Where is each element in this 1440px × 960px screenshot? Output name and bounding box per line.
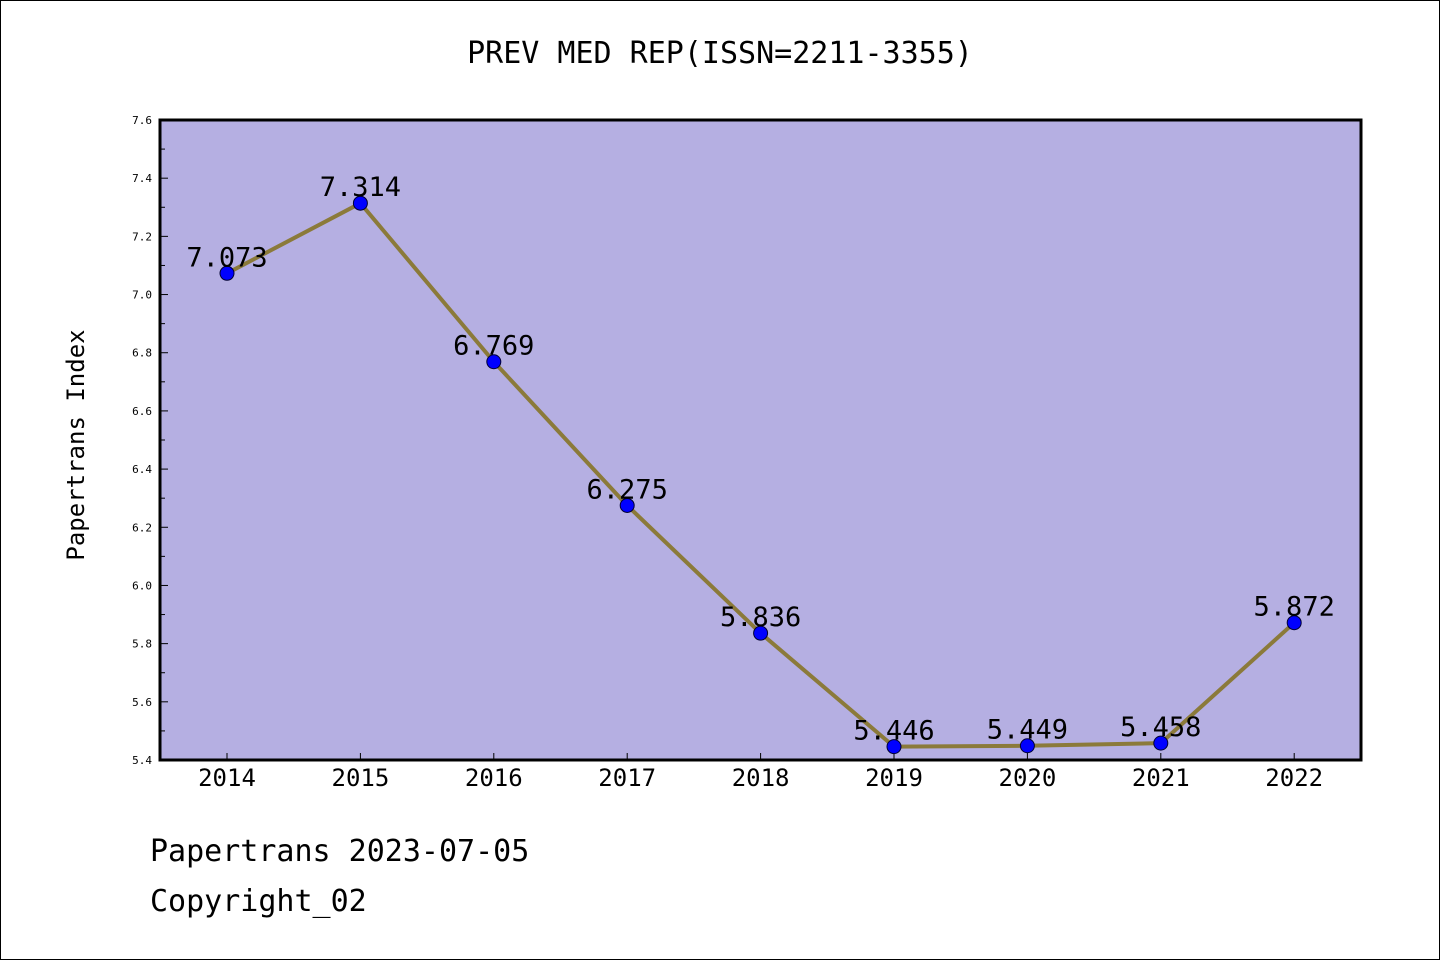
x-axis: 2014 2015 2016 2017 2018 2019 2020 2021 2022 [198, 753, 1323, 792]
x-tick-label: 2016 [465, 764, 523, 792]
plot-area [158, 118, 1363, 762]
footer-date: Papertrans 2023-07-05 [150, 834, 530, 869]
x-tick-label: 2015 [332, 764, 390, 792]
data-label: 5.836 [720, 602, 801, 633]
y-tick-label: 5.8 [132, 638, 152, 651]
x-tick-label: 2017 [598, 764, 656, 792]
y-axis-label: Papertrans Index [62, 329, 90, 560]
y-axis: 5.4 5.6 5.8 6.0 6.2 6.4 6.6 6.8 7.0 7.2 7.4 7.6 [132, 114, 168, 767]
data-label: 5.446 [853, 716, 934, 747]
data-label: 5.872 [1254, 592, 1335, 623]
x-tick-label: 2022 [1265, 764, 1323, 792]
data-point [219, 265, 235, 281]
data-label: 5.449 [987, 715, 1068, 746]
chart-title: PREV MED REP(ISSN=2211-3355) [467, 36, 973, 71]
data-point [352, 195, 368, 211]
y-tick-label: 7.4 [132, 172, 152, 185]
x-tick-label: 2018 [732, 764, 790, 792]
data-label: 6.769 [453, 331, 534, 362]
y-tick-label: 5.6 [132, 696, 152, 709]
data-point [1019, 738, 1035, 754]
y-tick-label: 6.6 [132, 405, 152, 418]
y-tick-label: 7.6 [132, 114, 152, 127]
x-tick-label: 2019 [865, 764, 923, 792]
data-label: 7.314 [320, 172, 401, 203]
data-point [619, 497, 635, 513]
data-point [753, 625, 769, 641]
data-markers [219, 195, 1302, 755]
data-point [1153, 735, 1169, 751]
data-label: 6.275 [587, 474, 668, 505]
y-tick-label: 5.4 [132, 754, 152, 767]
y-tick-label: 7.0 [132, 289, 152, 302]
data-point [486, 354, 502, 370]
data-label: 7.073 [186, 242, 267, 273]
x-tick-label: 2020 [999, 764, 1057, 792]
y-tick-label: 7.2 [132, 230, 152, 243]
y-tick-label: 6.4 [132, 463, 152, 476]
y-tick-label: 6.8 [132, 347, 152, 360]
x-tick-label: 2014 [198, 764, 256, 792]
footer-copyright: Copyright_02 [150, 884, 367, 919]
data-label: 5.458 [1120, 712, 1201, 743]
y-tick-label: 6.2 [132, 521, 152, 534]
y-tick-label: 6.0 [132, 579, 152, 592]
data-point [886, 739, 902, 755]
data-labels: 7.073 7.314 6.769 6.275 5.836 5.446 5.449 5.458… [186, 172, 1334, 746]
data-point [1286, 615, 1302, 631]
x-tick-label: 2021 [1132, 764, 1190, 792]
